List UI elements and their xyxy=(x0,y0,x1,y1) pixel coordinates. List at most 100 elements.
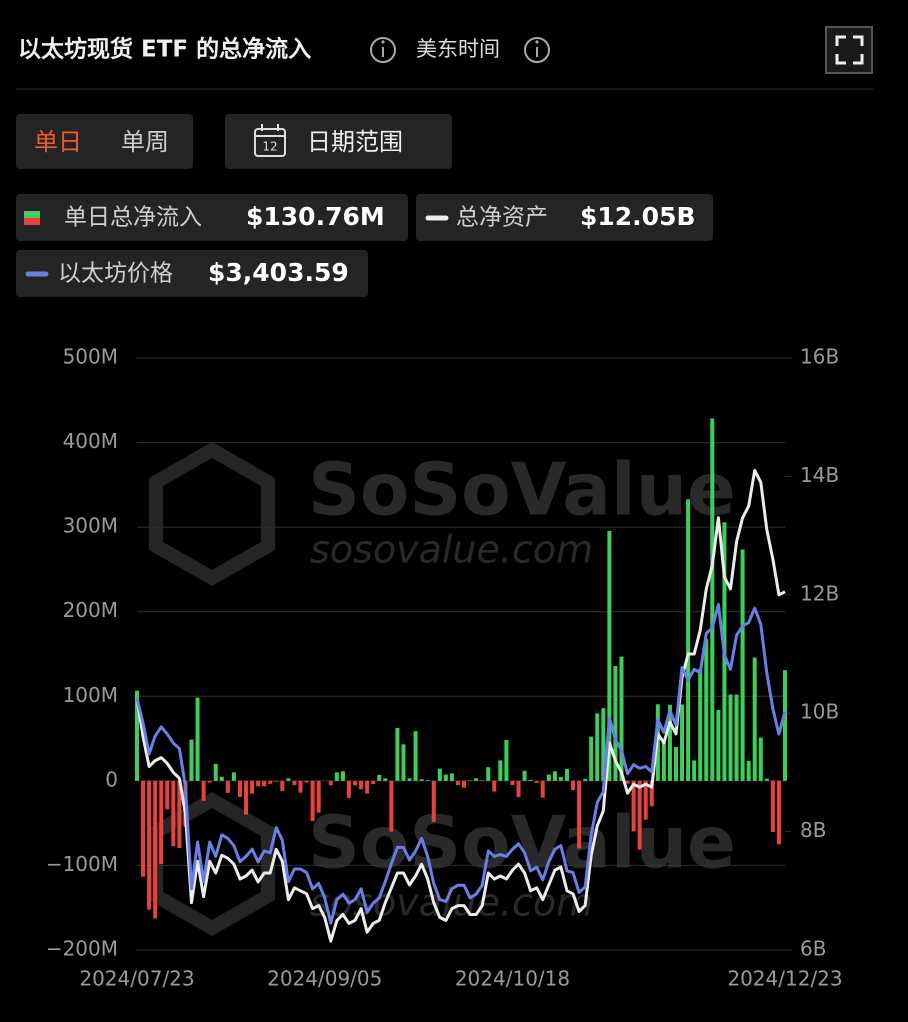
bar xyxy=(328,780,333,786)
info-icon[interactable] xyxy=(370,37,396,63)
bar xyxy=(625,780,630,784)
bar xyxy=(455,780,460,786)
timezone: 美东时间 xyxy=(416,37,500,61)
bar xyxy=(667,704,672,781)
x-tick-label: 2024/07/23 xyxy=(79,967,194,991)
bar xyxy=(528,779,533,781)
bar xyxy=(237,780,242,797)
bar xyxy=(292,780,297,786)
bar xyxy=(219,776,224,781)
legend-pill xyxy=(16,250,368,297)
y2-tick-label: 8B xyxy=(800,818,826,842)
bar xyxy=(431,780,436,822)
bar xyxy=(407,778,412,781)
bar xyxy=(159,780,164,864)
bar xyxy=(413,731,418,781)
legend-value: $130.76M xyxy=(246,202,385,231)
bar xyxy=(286,778,291,781)
bar xyxy=(692,760,697,781)
bar xyxy=(316,780,321,813)
bar xyxy=(510,780,515,786)
bar xyxy=(716,709,721,781)
bar xyxy=(395,728,400,781)
bar xyxy=(474,778,479,781)
bar xyxy=(522,770,527,781)
bar xyxy=(462,780,467,788)
bar xyxy=(673,747,678,781)
bar xyxy=(480,780,485,781)
bar xyxy=(498,760,503,781)
bar xyxy=(449,773,454,781)
bar xyxy=(619,656,624,781)
bar xyxy=(310,780,315,821)
bar xyxy=(649,780,654,807)
bar xyxy=(353,780,358,786)
tab[interactable]: 单周 xyxy=(121,128,169,156)
bar xyxy=(540,780,545,798)
date-range-button[interactable]: 12 日期范围 xyxy=(225,114,452,169)
bar xyxy=(564,768,569,781)
bar xyxy=(371,780,376,785)
fullscreen-button[interactable] xyxy=(825,26,873,74)
bar xyxy=(698,668,703,781)
bar xyxy=(225,780,230,793)
bar xyxy=(764,778,769,781)
bar xyxy=(250,780,255,794)
bar xyxy=(147,780,152,910)
bar xyxy=(776,780,781,845)
bar xyxy=(710,418,715,781)
bar xyxy=(346,780,351,798)
bar xyxy=(189,739,194,781)
bar xyxy=(340,771,345,781)
bar xyxy=(613,665,618,781)
bar xyxy=(680,704,685,781)
bar xyxy=(783,670,787,781)
bar xyxy=(595,713,600,781)
bar xyxy=(643,780,648,820)
bar xyxy=(661,742,666,781)
bar xyxy=(383,778,388,781)
bar xyxy=(244,780,249,815)
bar xyxy=(558,777,563,781)
bar xyxy=(298,780,303,793)
bar xyxy=(165,780,170,810)
bar xyxy=(274,780,279,782)
y2-tick-label: 16B xyxy=(800,345,839,369)
bar xyxy=(201,780,206,801)
bar xyxy=(601,708,606,781)
watermark-text: SoSoValue xyxy=(308,448,736,532)
y-tick-label: 500M xyxy=(63,345,118,369)
tab[interactable]: 单日 xyxy=(34,128,82,156)
bar xyxy=(153,780,158,919)
bar xyxy=(728,694,733,781)
bar xyxy=(304,780,309,783)
legend-label: 总净资产 xyxy=(456,205,548,231)
bar xyxy=(571,780,576,791)
y2-tick-label: 12B xyxy=(800,581,839,605)
bar xyxy=(770,780,775,833)
bar xyxy=(334,772,339,781)
calendar-day: 12 xyxy=(262,140,277,154)
bar xyxy=(637,780,642,850)
bar xyxy=(419,779,424,781)
bar xyxy=(262,780,267,787)
legend-label: 单日总净流入 xyxy=(64,205,202,231)
bar xyxy=(280,780,285,792)
bar xyxy=(752,657,757,781)
legend-pill xyxy=(416,194,713,241)
y2-tick-label: 10B xyxy=(800,700,839,724)
info-icon[interactable] xyxy=(524,37,550,63)
legend-icon xyxy=(24,218,40,225)
bar xyxy=(492,780,497,792)
y-tick-label: 300M xyxy=(63,514,118,538)
bar xyxy=(365,780,370,794)
bar xyxy=(704,639,709,781)
y-tick-label: 100M xyxy=(63,683,118,707)
bar xyxy=(734,694,739,781)
bar xyxy=(546,774,551,781)
x-tick-label: 2024/09/05 xyxy=(267,967,382,991)
bar xyxy=(359,780,364,790)
bar xyxy=(213,763,218,781)
